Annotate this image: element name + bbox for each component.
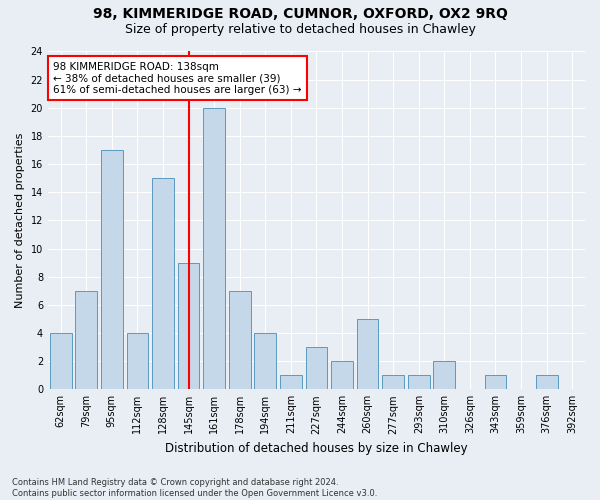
Bar (382, 375, 404, 390)
Bar (76, 291, 97, 390)
Text: Contains HM Land Registry data © Crown copyright and database right 2024.
Contai: Contains HM Land Registry data © Crown c… (12, 478, 377, 498)
Bar (331, 361, 353, 390)
Bar (178, 262, 199, 390)
Bar (50, 333, 71, 390)
Bar (254, 333, 276, 390)
Bar (203, 108, 225, 390)
X-axis label: Distribution of detached houses by size in Chawley: Distribution of detached houses by size … (165, 442, 468, 455)
Bar (229, 291, 251, 390)
Text: 98 KIMMERIDGE ROAD: 138sqm
← 38% of detached houses are smaller (39)
61% of semi: 98 KIMMERIDGE ROAD: 138sqm ← 38% of deta… (53, 62, 302, 95)
Bar (536, 375, 557, 390)
Bar (152, 178, 174, 390)
Bar (433, 361, 455, 390)
Y-axis label: Number of detached properties: Number of detached properties (15, 132, 25, 308)
Bar (357, 319, 379, 390)
Bar (485, 375, 506, 390)
Bar (305, 347, 328, 390)
Text: Size of property relative to detached houses in Chawley: Size of property relative to detached ho… (125, 22, 475, 36)
Text: 98, KIMMERIDGE ROAD, CUMNOR, OXFORD, OX2 9RQ: 98, KIMMERIDGE ROAD, CUMNOR, OXFORD, OX2… (92, 8, 508, 22)
Bar (280, 375, 302, 390)
Bar (408, 375, 430, 390)
Bar (101, 150, 123, 390)
Bar (127, 333, 148, 390)
